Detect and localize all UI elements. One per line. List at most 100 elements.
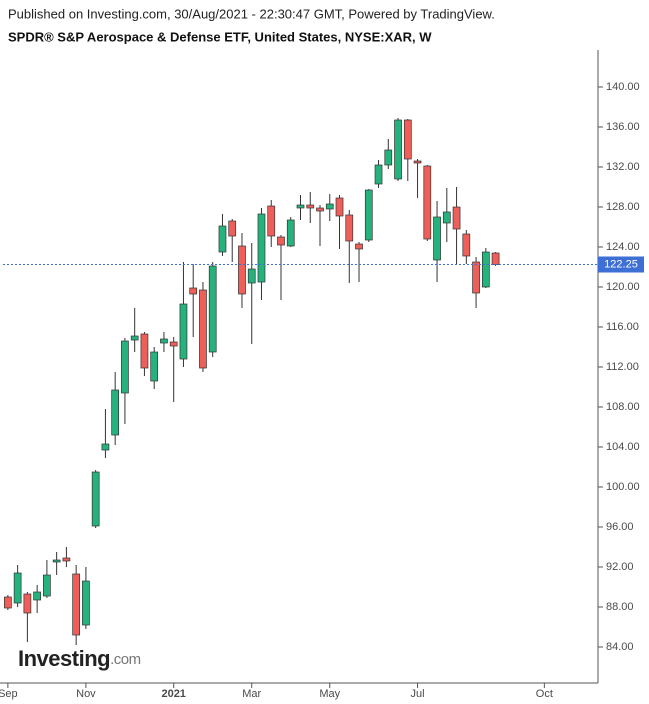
candle-body [394,119,402,180]
candle-body [384,149,393,166]
candle-body [43,574,51,597]
candle-body [23,593,32,614]
candle-body [325,203,334,210]
candle [345,210,354,283]
y-tick-label: 96.00 [606,521,634,533]
candle [442,188,451,242]
logo-name: Investing [18,646,110,671]
candle [160,332,168,352]
candle-body [247,268,256,284]
candle-body [345,214,354,242]
candle [296,195,305,220]
candle [4,595,12,610]
candle-body [462,233,471,257]
y-tick-label: 108.00 [606,401,640,413]
x-tick-label: Sep [0,688,18,700]
y-tick-label: 132.00 [606,161,640,173]
candle [179,262,188,367]
logo: Investing.com [18,646,141,671]
candle-body [199,289,207,369]
candle [189,264,198,337]
candle-body [491,252,500,265]
candle-body [481,251,490,288]
candle-body [169,341,178,347]
candle [218,214,227,256]
candle [491,252,500,266]
candle [394,118,402,181]
candle-body [306,204,315,209]
candle [62,547,71,567]
candle-body [452,206,461,230]
y-tick-label: 120.00 [606,281,640,293]
x-tick-label: Nov [76,688,96,700]
candle [403,119,412,181]
candle-body [442,211,451,224]
candle-body [91,471,100,527]
y-tick-label: 92.00 [606,561,634,573]
candle [72,565,81,645]
candle [238,233,246,308]
candle-body [140,333,149,369]
candle [121,338,129,424]
x-tick-label: May [319,688,340,700]
candle-body [335,197,344,217]
y-tick-label: 128.00 [606,201,640,213]
candle-body [72,573,81,636]
candle [257,208,266,300]
candle-body [316,207,324,212]
candle-body [355,243,363,250]
candle-body [121,340,129,394]
candle-body [13,572,22,604]
candle-body [257,213,266,283]
candle-body [296,204,305,209]
candle-body [228,220,237,237]
candle-body [277,236,285,246]
candle [277,235,285,300]
y-tick-label: 84.00 [606,641,634,653]
candle [169,337,178,402]
last-price-label: 122.25 [604,258,638,270]
logo-suffix: .com [110,651,141,668]
candle [13,565,22,607]
y-tick-label: 140.00 [606,81,640,93]
candle [228,219,237,262]
candle [150,347,159,389]
candle-body [82,580,90,626]
header: Published on Investing.com, 30/Aug/2021 … [8,6,495,21]
candle [374,160,383,188]
y-tick-label: 124.00 [606,241,640,253]
candle-body [62,557,71,562]
candle [335,195,344,249]
candle [140,332,149,376]
candle [316,205,324,246]
candle [384,139,393,169]
candle-body [472,261,480,294]
x-tick-label: Mar [242,688,261,700]
candle-body [179,303,188,360]
candle [286,217,295,247]
candle [199,282,207,372]
candle-body [218,225,227,253]
candle-body [101,443,110,451]
candle [472,257,480,308]
candle [82,567,90,629]
candle-body [286,219,295,247]
candle-body [423,165,432,240]
candle-body [111,389,120,436]
candle-body [374,164,383,185]
candle [91,470,100,528]
candle [33,585,41,613]
candle [423,165,432,241]
y-tick-label: 88.00 [606,601,634,613]
x-tick-label: Jul [411,688,425,700]
candle [43,560,51,598]
candle-body [238,245,246,295]
x-tick-label: Oct [536,688,553,700]
x-tick-label: 2021 [161,688,185,700]
candle-body [130,335,139,341]
candle [23,592,32,642]
y-tick-label: 104.00 [606,441,640,453]
y-tick-label: 100.00 [606,481,640,493]
candle-body [433,216,441,261]
candle [306,192,315,223]
